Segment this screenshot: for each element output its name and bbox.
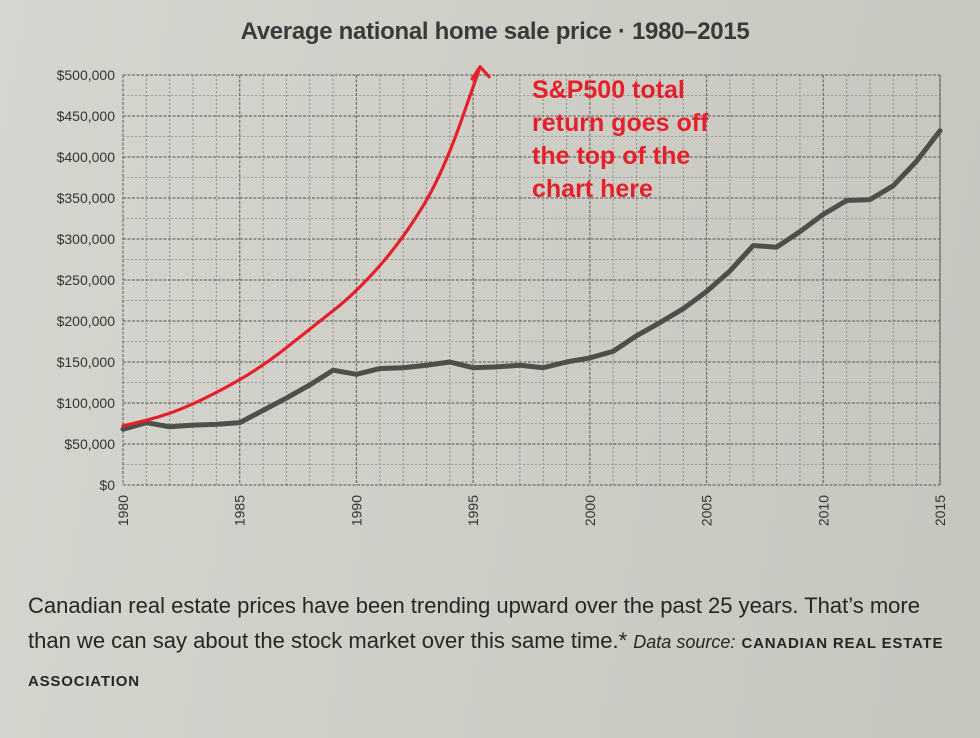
arrowhead-icon (470, 65, 491, 81)
y-tick-label: $100,000 (57, 395, 116, 411)
source-org: CANADIAN REAL ESTATE ASSOCIATION (28, 635, 944, 690)
x-tick-label: 1980 (115, 495, 131, 526)
series-line (120, 128, 943, 432)
x-tick-label: 1995 (465, 495, 481, 526)
y-tick-label: $450,000 (57, 108, 116, 124)
line-chart: $500,000 $450,000 $400,000 $350,000 $300,000… (57, 65, 948, 526)
x-tick-label: 1990 (348, 495, 364, 526)
caption-text: Canadian real estate prices have been tr… (28, 593, 920, 653)
y-tick-label: $250,000 (57, 272, 116, 288)
annotation-text-line: S&P500 total (532, 76, 685, 104)
annotation-text-line: return goes off (532, 109, 709, 137)
x-tick-label: 2000 (582, 495, 598, 526)
y-tick-label: $300,000 (57, 231, 116, 247)
x-tick-label: 2005 (699, 495, 715, 526)
y-tick-label: $200,000 (57, 313, 116, 329)
y-tick-label: $350,000 (57, 190, 116, 206)
annotation-text-line: the top of the (532, 142, 690, 170)
annotation-text-line: chart here (532, 175, 653, 203)
source-label: Data source: (633, 632, 736, 652)
x-tick-label: 2010 (815, 495, 831, 526)
x-tick-label: 1985 (232, 495, 248, 526)
x-tick-label: 2015 (932, 495, 948, 526)
chart-caption: Canadian real estate prices have been tr… (28, 588, 958, 699)
annotation-arrow (121, 65, 482, 428)
y-tick-label: $150,000 (57, 354, 116, 370)
y-tick-label: $400,000 (57, 149, 116, 165)
chart-title: Average national home sale price · 1980–… (240, 18, 750, 45)
y-tick-label: $500,000 (57, 67, 116, 83)
y-tick-label: $50,000 (64, 436, 115, 452)
y-tick-label: $0 (99, 477, 115, 493)
